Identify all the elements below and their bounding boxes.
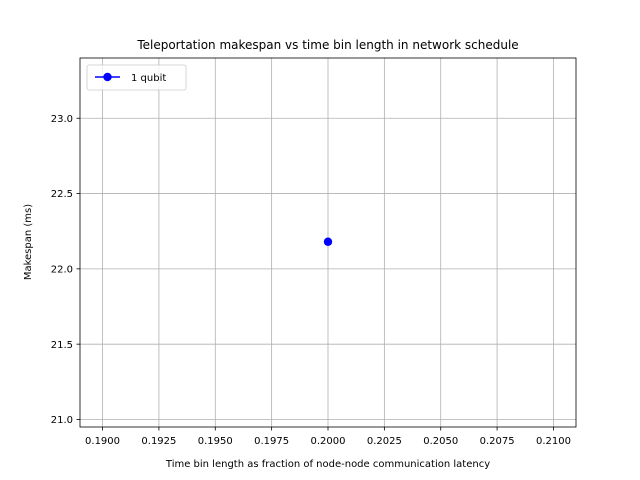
x-tick-label: 0.1950 [198, 436, 233, 447]
x-tick-label: 0.2075 [480, 436, 515, 447]
chart-title: Teleportation makespan vs time bin lengt… [136, 38, 518, 52]
legend-frame [86, 64, 187, 91]
grid [80, 58, 576, 427]
y-tick-label: 21.0 [51, 415, 73, 426]
y-axis-ticks: 21.0 21.5 22.0 22.5 23.0 [51, 114, 80, 426]
legend-marker-1-qubit [103, 72, 112, 82]
x-tick-label: 0.2050 [423, 436, 458, 447]
legend: 1 qubit [86, 64, 187, 91]
legend-label-1-qubit: 1 qubit [131, 73, 166, 84]
x-axis-ticks: 0.1900 0.1925 0.1950 0.1975 0.2000 0.2025 0.20… [85, 427, 571, 447]
series-layer [323, 237, 333, 246]
x-tick-label: 0.2000 [311, 436, 346, 447]
y-tick-label: 23.0 [51, 114, 73, 125]
y-tick-label: 21.5 [51, 340, 73, 351]
y-tick-label: 22.5 [51, 189, 73, 200]
x-tick-label: 0.2100 [536, 436, 571, 447]
y-tick-label: 22.0 [51, 264, 73, 275]
x-tick-label: 0.2025 [367, 436, 402, 447]
x-tick-label: 0.1900 [85, 436, 120, 447]
data-point [323, 237, 333, 246]
x-tick-label: 0.1975 [254, 436, 289, 447]
x-tick-label: 0.1925 [141, 436, 176, 447]
plot-frame [79, 57, 577, 428]
y-axis-label: Makespan (ms) [23, 204, 34, 280]
x-axis-label: Time bin length as fraction of node-node… [165, 459, 490, 470]
